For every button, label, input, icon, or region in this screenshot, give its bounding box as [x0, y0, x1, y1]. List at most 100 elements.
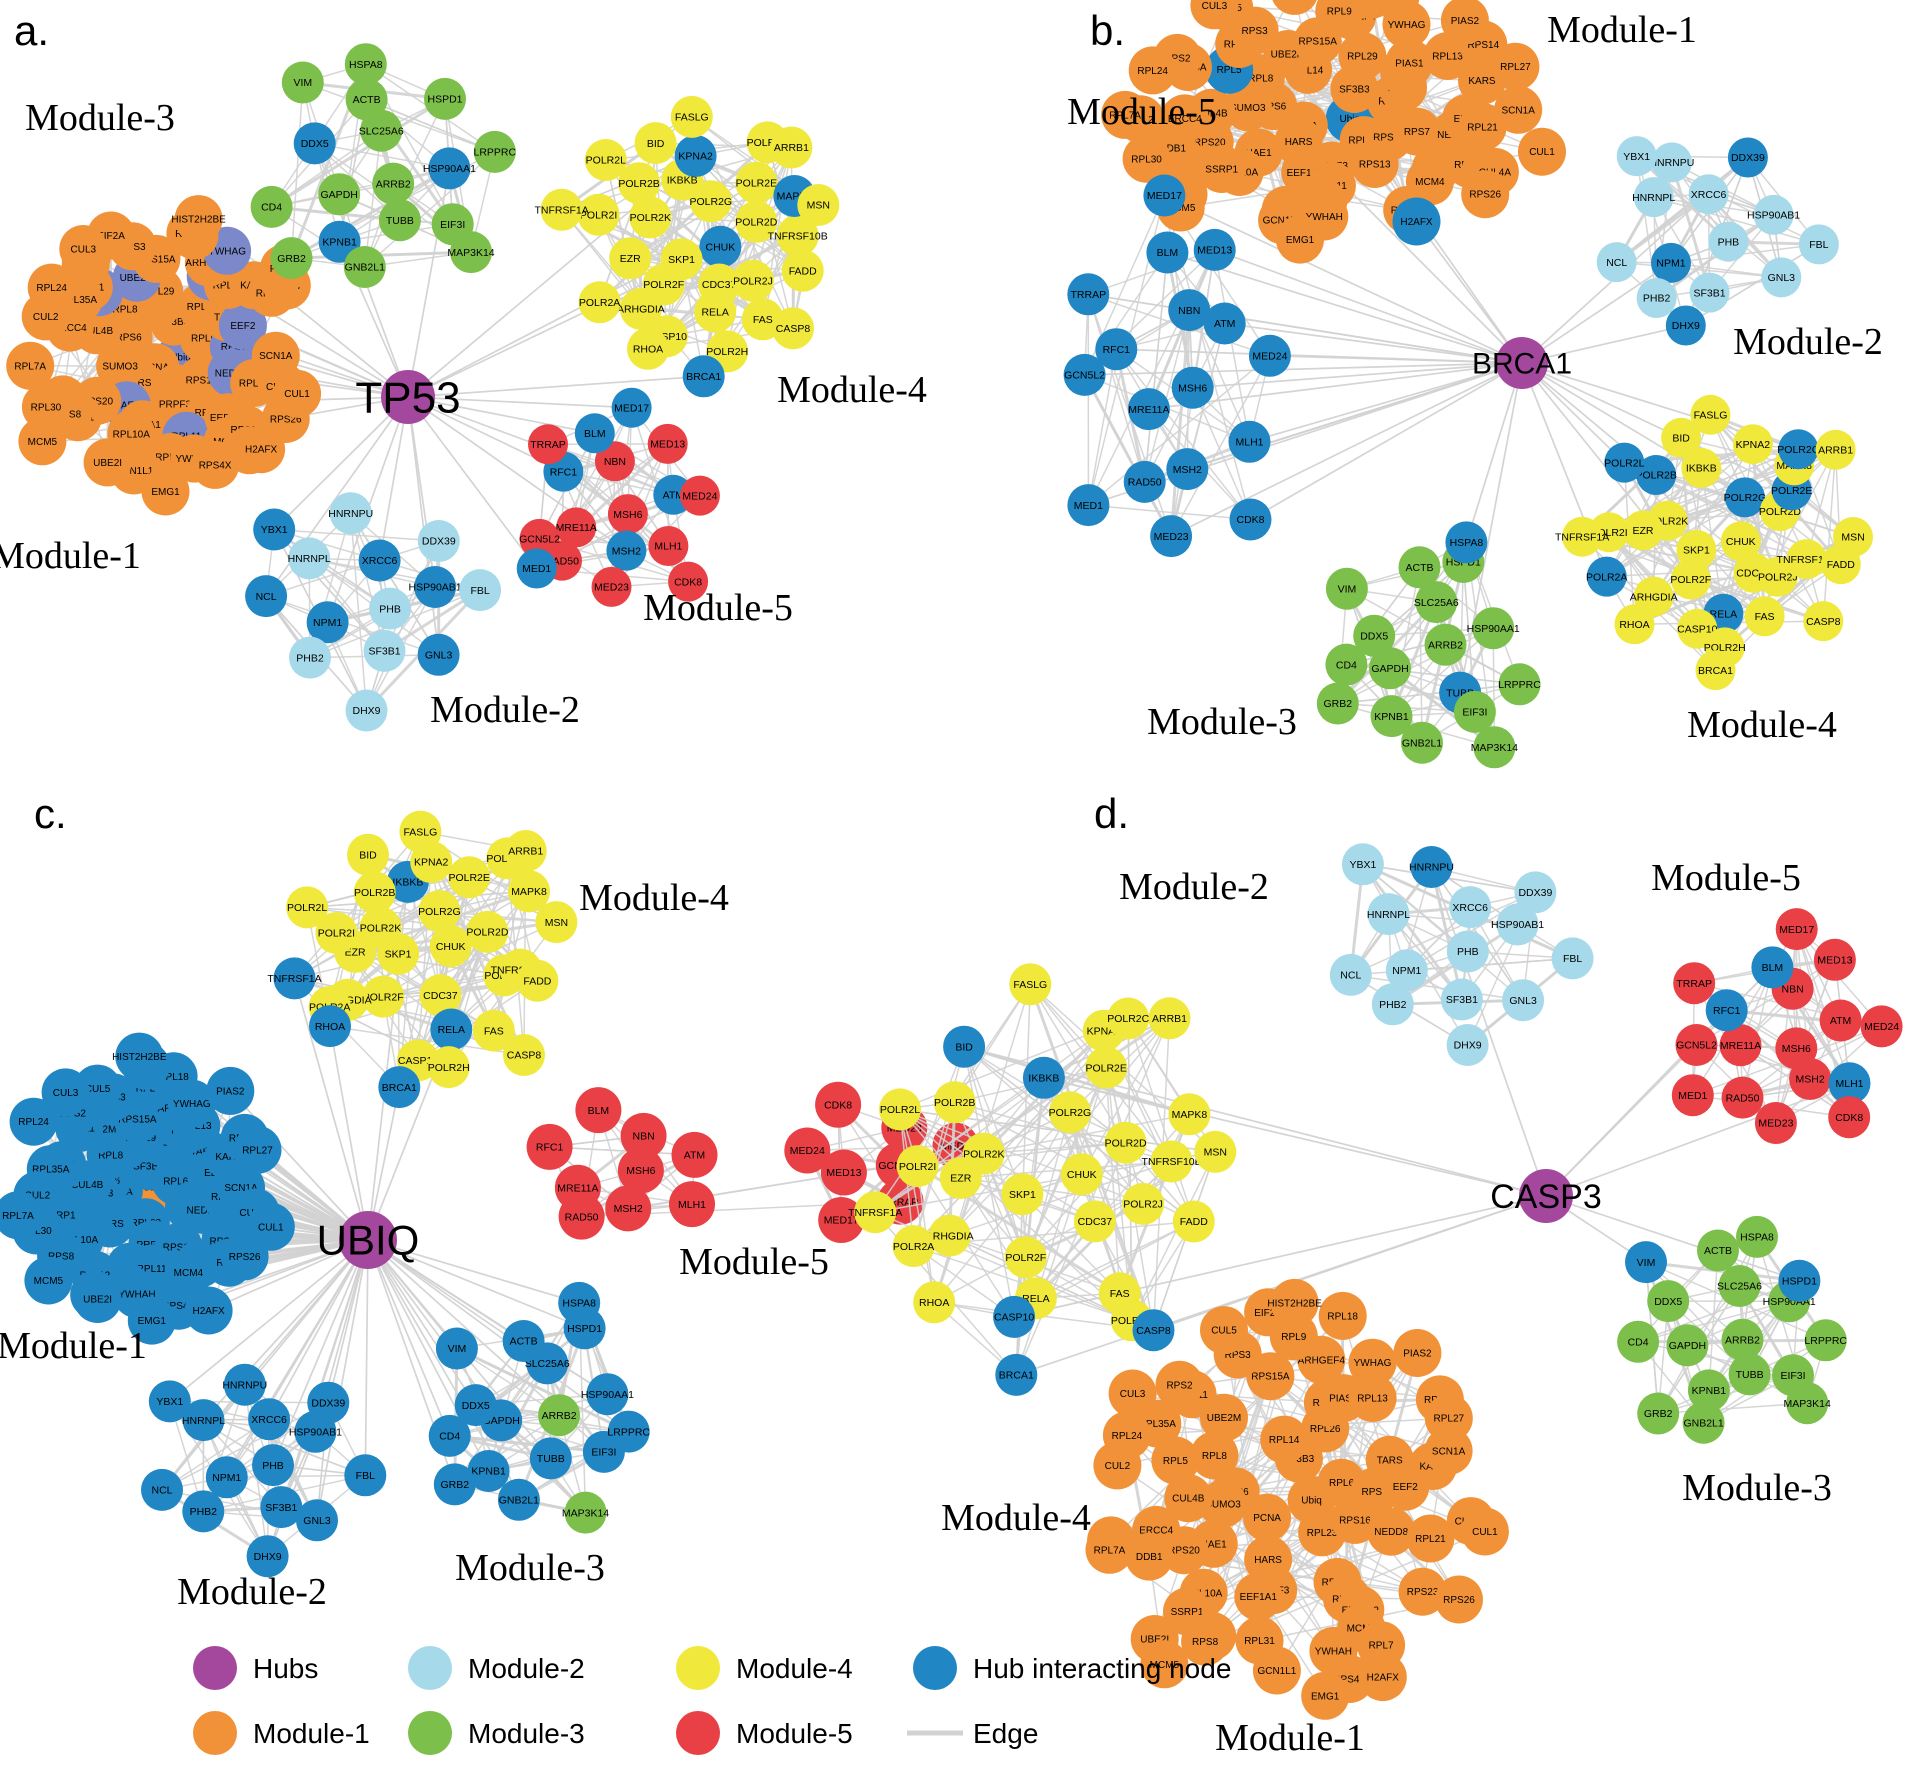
node-label: YWHAG [1354, 1358, 1392, 1369]
node-label: RPL21 [239, 379, 270, 390]
node-label: RPL8 [1248, 74, 1273, 85]
node-label: TRRAP [1676, 978, 1712, 990]
node-label: RPL26 [1310, 1424, 1341, 1435]
node-NCL: NCL [245, 575, 288, 618]
node-YBX1: YBX1 [253, 508, 296, 551]
node-ARRB2: ARRB2 [372, 162, 415, 205]
node-MSH2: MSH2 [606, 530, 647, 571]
node-label: ERCC4 [1139, 1525, 1173, 1536]
node-POLR2G: POLR2G [1724, 477, 1766, 518]
node-label: TNFRSF10B [768, 230, 828, 242]
node-label: NCL [1606, 257, 1627, 269]
node-label: RPS6 [116, 333, 143, 344]
node-MSN: MSN [1833, 517, 1873, 557]
node-label: GCN5L2 [519, 534, 560, 546]
node-label: MED24 [1864, 1021, 1899, 1033]
node-DDX5: DDX5 [293, 122, 336, 165]
node-label: RELA [1022, 1293, 1049, 1305]
node-label: CUL2 [33, 312, 59, 323]
node-label: DHX9 [254, 1551, 282, 1563]
panel-a: UbiqPCNASF3B3RPL23RPS6RPL6HARSRPL14RPS16… [0, 7, 927, 732]
node-MSN: MSN [1194, 1130, 1237, 1173]
node-label: FADD [789, 265, 817, 277]
node-label: SF3B1 [1446, 994, 1478, 1006]
node-RPL21: RPL21 [1458, 103, 1507, 151]
node-RPL13: RPL13 [1348, 1374, 1397, 1422]
node-label: HIST2H2BE [112, 1052, 167, 1063]
node-label: SF3B1 [368, 646, 400, 658]
node-label: EEF1A1 [1240, 1592, 1278, 1603]
node-label: HARS [124, 378, 152, 389]
node-label: ARRB2 [1725, 1334, 1760, 1346]
node-label: POLR2B [618, 178, 659, 190]
node-label: RPS6 [1260, 102, 1287, 113]
node-label: RPS8 [1192, 1637, 1219, 1648]
node-NCL: NCL [1329, 953, 1372, 996]
node-label: HNRNPU [1409, 862, 1454, 874]
node-label: ERCC4 [1168, 114, 1202, 125]
node-HSP90AA1: HSP90AA1 [1467, 607, 1520, 650]
node-MED24: MED24 [679, 475, 720, 516]
node-TUBB: TUBB [1728, 1353, 1771, 1396]
node-label: POLR2E [1085, 1062, 1126, 1074]
node-label: PHB [262, 1460, 284, 1472]
node-XRCC6: XRCC6 [1449, 886, 1492, 929]
node-label: UBE2I [93, 458, 122, 469]
legend: Hubs Module-2 Module-4 Hub interacting node… [193, 1646, 1231, 1755]
node-label: MED17 [824, 1215, 859, 1227]
node-label: RPL35A [1139, 1419, 1177, 1430]
node-label: RPS13 [1359, 160, 1391, 171]
node-label: MSN [1841, 532, 1864, 544]
node-label: FADD [523, 975, 551, 987]
node-label: DDX39 [1518, 887, 1552, 899]
node-CHUK: CHUK [699, 225, 742, 268]
node-RPL7A: RPL7A [1101, 90, 1150, 139]
node-label: SF3B3 [133, 1162, 164, 1173]
node-label: KPNA2 [678, 151, 713, 163]
node-HNRNPL: HNRNPL [1367, 893, 1410, 936]
node-label: BRCA1 [382, 1082, 417, 1094]
node-label: UBE2M [120, 273, 154, 284]
node-label: RPS7 [1362, 1487, 1389, 1498]
node-CASP8: CASP8 [772, 307, 814, 350]
node-label: EIF3I [1462, 707, 1487, 719]
node-label: HNRNPL [288, 553, 331, 565]
node-label: YWHAG [1388, 20, 1426, 31]
node-KPNB1: KPNB1 [1687, 1369, 1730, 1412]
node-label: BLM [588, 1105, 610, 1117]
node-RPL7A: RPL7A [6, 341, 55, 390]
node-MCM5: MCM5 [18, 417, 67, 466]
node-label: RPS15A [1251, 1372, 1290, 1383]
node-label: CUL2 [1105, 1461, 1131, 1472]
node-label: RPL8 [98, 1150, 123, 1161]
legend-label-module1: Module-1 [253, 1718, 370, 1749]
node-CHUK: CHUK [429, 925, 472, 968]
node-MED24: MED24 [784, 1127, 831, 1174]
legend-item-hubs: Hubs [193, 1646, 318, 1690]
node-SCN1A: SCN1A [1494, 85, 1543, 134]
node-BID: BID [634, 122, 677, 165]
node-SLC25A6: SLC25A6 [1717, 1265, 1762, 1307]
node-label: NPM1 [212, 1472, 241, 1484]
node-label: RPL27 [242, 1145, 273, 1156]
node-POLR2L: POLR2L [1604, 442, 1645, 483]
node-label: POLR2H [706, 346, 748, 358]
node-CHUK: CHUK [1060, 1153, 1103, 1196]
node-label: CD4 [1628, 1336, 1649, 1348]
node-label: MSH6 [613, 509, 642, 521]
node-YWHAG: YWHAG [1348, 1338, 1397, 1387]
node-RPL24: RPL24 [1102, 1411, 1151, 1460]
node-label: MCM4 [1415, 177, 1445, 188]
node-label: RPS20 [1168, 1546, 1200, 1557]
node-label: RPS2 [1166, 1380, 1193, 1391]
panel-c: UbiqPCNASF3B3RPL23RPS6RPL6HARSRPL14RPS16… [0, 790, 979, 1613]
node-label: NPM1 [1656, 258, 1685, 270]
node-label: RPL6 [1329, 1478, 1354, 1489]
node-RAD50: RAD50 [1123, 460, 1166, 503]
module-label-b-module3: Module-3 [1147, 701, 1297, 743]
node-label: CASP8 [1806, 616, 1841, 628]
node-PHB: PHB [252, 1444, 294, 1487]
node-RELA: RELA [430, 1008, 473, 1051]
node-label: MAPK8 [1172, 1109, 1208, 1121]
node-YBX1: YBX1 [1341, 843, 1384, 886]
